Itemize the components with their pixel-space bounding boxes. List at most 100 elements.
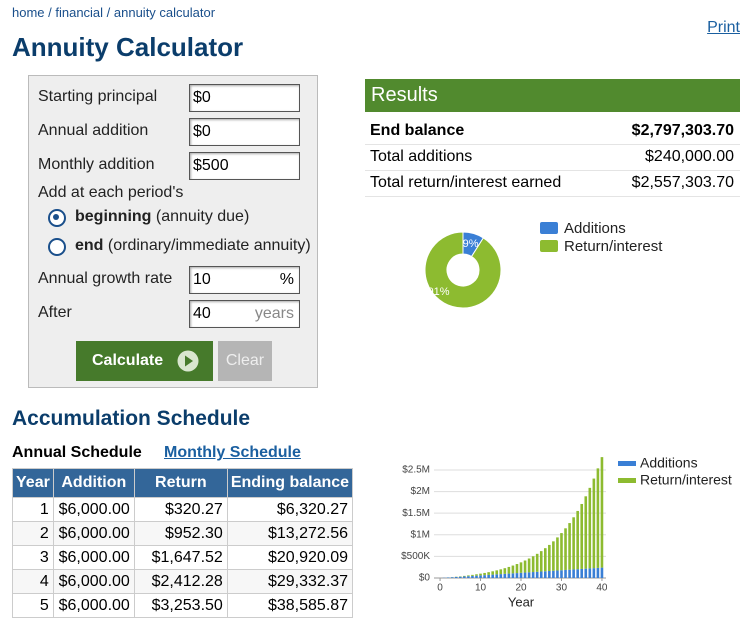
after-label: After [38,304,72,321]
bar [483,572,486,576]
table-cell: 3 [12,545,54,570]
bar [471,575,474,578]
print-link[interactable]: Print [707,19,740,36]
bar [548,544,551,571]
x-tick-label: 40 [596,583,608,594]
bar [568,523,571,570]
legend-swatch [618,478,636,483]
result-label: Total return/interest earned [370,174,562,191]
results-header: Results [365,79,740,112]
bar [454,576,458,578]
bar [479,573,482,576]
breadcrumb[interactable]: home / financial / annuity calculator [12,5,216,20]
bar [446,577,450,578]
table-cell: $6,000.00 [52,569,135,594]
bar [450,577,454,578]
after-unit: years [254,305,294,322]
bar [475,574,478,576]
result-label: End balance [370,122,465,139]
tab-monthly[interactable]: Monthly Schedule [164,444,301,461]
bar [572,517,575,570]
bar [568,569,571,578]
x-tick-label: 20 [515,583,527,594]
radio[interactable] [48,238,66,256]
table-cell: $2,412.28 [133,569,228,594]
bar [507,573,511,578]
bar [572,569,575,578]
field-2-value: $500 [193,157,229,174]
bar [600,457,604,568]
x-tick-label: 30 [556,583,568,594]
table-cell: 5 [12,593,54,618]
table-cell: $6,000.00 [52,497,135,522]
y-tick-label: $2M [411,486,430,497]
bar [531,572,535,578]
y-tick-label: $0 [419,573,431,584]
bar [552,541,555,571]
bar [552,570,555,578]
bar [515,564,519,574]
after-value: 40 [193,305,211,322]
y-tick-label: $2.5M [402,465,430,476]
bar [499,569,503,575]
legend-label: Return/interest [640,472,732,488]
x-tick-label: 10 [475,583,487,594]
y-tick-label: $500K [401,551,430,562]
field-0-input[interactable]: $0 [189,84,300,112]
tab-annual[interactable]: Annual Schedule [12,444,142,461]
bar [519,562,523,573]
pie-label: 9% [463,238,479,250]
bar [499,574,503,578]
bar [596,468,600,568]
bar [584,568,588,578]
table-cell: $29,332.37 [226,569,354,594]
bar [523,560,527,573]
clear-button[interactable]: Clear [218,341,272,381]
calculate-button[interactable]: Calculate [76,341,213,381]
bar [543,571,547,578]
column-header: Return [133,468,228,498]
table-row: 5 $6,000.00 $3,253.50 $38,585.87 [12,593,354,618]
table-cell: $3,253.50 [133,593,228,618]
growth-label: Annual growth rate [38,270,173,287]
result-row: Total additions $240,000.00 [365,144,740,171]
schedule-table: Year Addition Return Ending balance 1 $6,000.… [12,468,354,618]
bar [588,568,592,578]
bar [576,510,579,570]
after-input[interactable]: 40 years [189,300,300,328]
radio[interactable] [48,209,66,227]
legend-label: Additions [564,220,626,237]
field-0-value: $0 [193,89,211,106]
radio-label: end (ordinary/immediate annuity) [75,237,311,255]
legend-swatch [540,222,558,234]
bar [584,496,588,569]
option-note: (ordinary/immediate annuity) [107,237,311,254]
table-cell: $6,320.27 [226,497,354,522]
bar [535,571,539,578]
bar [556,570,559,578]
table-cell: 2 [12,521,54,546]
bar [523,572,527,578]
bar [483,575,486,578]
result-label: Total additions [370,148,473,165]
table-cell: $38,585.87 [226,593,354,618]
field-1-input[interactable]: $0 [189,118,300,146]
table-row: 3 $6,000.00 $1,647.52 $20,920.09 [12,545,354,570]
legend-label: Additions [640,455,698,471]
bar [560,570,563,578]
field-2-input[interactable]: $500 [189,152,300,180]
button-text: Calculate [92,352,164,369]
play-icon [177,350,199,372]
x-tick-label: 0 [437,583,443,594]
bar [491,571,494,575]
growth-input[interactable]: 10% [189,266,300,294]
table-row: 2 $6,000.00 $952.30 $13,272.56 [12,521,354,546]
option-note: (annuity due) [155,208,250,225]
bar [515,573,519,578]
bar [596,567,600,578]
bar [560,533,563,571]
field-1-value: $0 [193,123,211,140]
table-cell: 1 [12,497,54,522]
